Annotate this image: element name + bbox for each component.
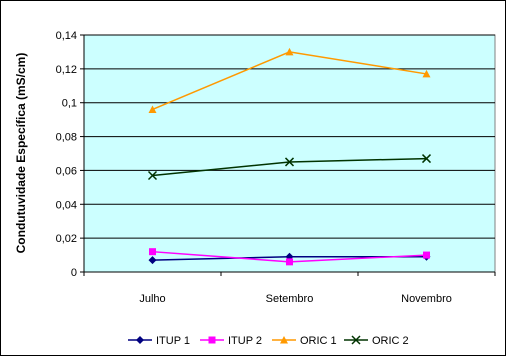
series-2-point-1 xyxy=(285,47,294,56)
series-3-point-0 xyxy=(147,170,158,181)
series-2 xyxy=(148,47,431,113)
x-axis: Julho Setembro Novembro xyxy=(83,271,496,305)
x-tick-label-0: Julho xyxy=(139,293,165,305)
y-tick-label-7: 0,14 xyxy=(56,30,77,42)
legend-label-1: ITUP 2 xyxy=(228,335,262,347)
legend-label-2: ORIC 1 xyxy=(300,335,337,347)
legend-item-3: ORIC 2 xyxy=(344,335,409,347)
y-tick-label-2: 0,04 xyxy=(56,199,77,211)
y-tick-label-6: 0,12 xyxy=(56,64,77,76)
legend-marker-2 xyxy=(280,336,288,344)
legend: ITUP 1 ITUP 2 ORIC 1 ORIC 2 xyxy=(128,335,409,347)
series-0-point-0 xyxy=(148,256,157,265)
y-tick-label-5: 0,1 xyxy=(62,98,77,110)
series-3-point-1 xyxy=(284,157,295,167)
x-tick-label-1: Setembro xyxy=(266,293,314,305)
series-3-point-2 xyxy=(421,154,432,164)
legend-marker-3 xyxy=(351,335,361,345)
legend-marker-0 xyxy=(136,336,144,344)
legend-item-1: ITUP 2 xyxy=(200,335,262,347)
series-1-point-1 xyxy=(286,258,293,266)
plot-area xyxy=(83,34,496,273)
y-axis-label: Condutuvidade Específica (mS/cm) xyxy=(14,53,28,254)
y-tick-label-0: 0 xyxy=(71,267,77,279)
series-layer xyxy=(147,47,432,266)
y-tick-label-4: 0,08 xyxy=(56,132,77,144)
x-tick-label-2: Novembro xyxy=(401,293,452,305)
legend-label-3: ORIC 2 xyxy=(372,335,409,347)
series-3 xyxy=(147,154,432,181)
legend-item-0: ITUP 1 xyxy=(128,335,190,347)
series-1-point-0 xyxy=(149,248,156,256)
gridlines xyxy=(84,34,495,239)
y-axis: 0 0,02 0,04 0,06 0,08 0,1 0,12 0,14 xyxy=(56,30,85,279)
y-tick-label-3: 0,06 xyxy=(56,165,77,177)
series-1-point-2 xyxy=(423,251,430,259)
series-1 xyxy=(149,248,430,266)
legend-marker-1 xyxy=(208,336,216,344)
legend-label-0: ITUP 1 xyxy=(156,335,190,347)
y-tick-label-1: 0,02 xyxy=(56,233,77,245)
series-2-point-0 xyxy=(148,105,157,113)
series-2-point-2 xyxy=(422,69,431,78)
legend-item-2: ORIC 1 xyxy=(272,335,337,347)
